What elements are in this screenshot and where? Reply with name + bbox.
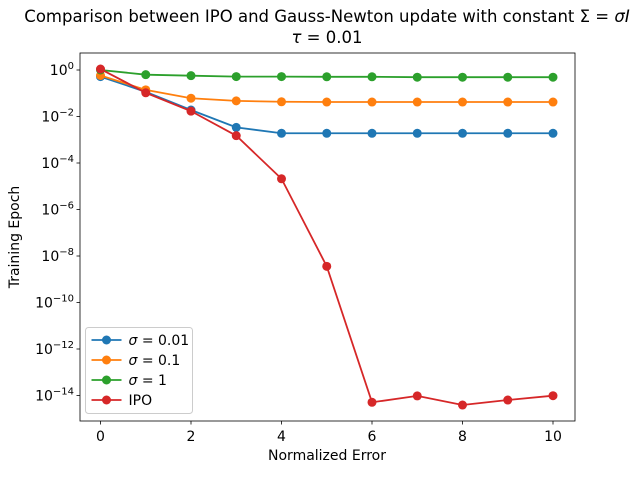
legend-marker (102, 355, 111, 365)
data-point (458, 97, 467, 107)
data-point (367, 72, 377, 82)
y-tick-label: 10−2 (41, 108, 74, 126)
y-tick-label: 10−12 (35, 340, 74, 358)
data-point (141, 70, 151, 80)
chart-title-line1: Comparison between IPO and Gauss-Newton … (24, 7, 630, 26)
data-point (186, 106, 196, 116)
legend-item-0: σ = 0.01 (91, 333, 190, 349)
data-point (412, 72, 422, 82)
y-tick-label: 10−6 (41, 201, 74, 219)
chart-title-line2: τ = 0.01 (292, 28, 363, 47)
chart-subtitle-tau: τ (292, 28, 302, 47)
data-point (277, 97, 286, 107)
chart-subtitle-value: = 0.01 (301, 28, 362, 47)
data-point (367, 128, 377, 138)
legend-label: IPO (129, 393, 153, 409)
data-point (231, 122, 241, 132)
x-tick-label: 8 (458, 429, 467, 445)
data-point (277, 72, 286, 82)
data-point (503, 128, 513, 138)
data-point (322, 261, 332, 271)
data-point (548, 391, 558, 401)
chart-title-math-italic: σI (614, 7, 629, 26)
data-point (458, 128, 467, 138)
chart-title-math: Σ = (580, 7, 615, 26)
data-point (186, 93, 196, 103)
data-point (277, 128, 286, 138)
data-point (96, 64, 105, 74)
data-point (503, 97, 513, 107)
data-point (322, 97, 332, 107)
legend-marker (102, 335, 111, 345)
data-point (367, 97, 377, 107)
y-tick-label: 10−10 (35, 294, 74, 312)
y-tick-label: 10−8 (41, 247, 74, 265)
y-tick-label: 10−4 (41, 154, 74, 172)
data-point (548, 97, 558, 107)
data-point (548, 72, 558, 82)
x-tick-label: 6 (368, 429, 377, 445)
data-point (141, 88, 151, 98)
y-tick-label: 10−14 (35, 387, 74, 405)
x-tick-label: 4 (277, 429, 286, 445)
legend-marker (102, 375, 111, 385)
data-point (322, 72, 332, 82)
data-point (412, 128, 422, 138)
legend-item-3: IPO (91, 393, 153, 409)
x-tick-label: 0 (96, 429, 105, 445)
data-point (503, 395, 513, 405)
data-point (458, 400, 467, 410)
y-tick-label: 100 (50, 61, 74, 79)
y-axis-label: Training Epoch (7, 186, 23, 290)
x-tick-label: 2 (187, 429, 196, 445)
data-point (458, 72, 467, 82)
data-point (367, 397, 377, 407)
legend-box (85, 327, 193, 414)
legend-item-1: σ = 0.1 (91, 353, 181, 369)
plot-generated-content: 100 10−2 10−4 10−6 10−8 10−10 10−12 10−14 0 2 4 6 8 1… (35, 52, 576, 445)
data-point (277, 174, 286, 184)
legend-label: σ = 0.1 (129, 353, 181, 369)
data-point (322, 128, 332, 138)
data-point (231, 96, 241, 106)
legend-label: σ = 0.01 (129, 333, 190, 349)
data-point (231, 72, 241, 82)
chart-title-text: Comparison between IPO and Gauss-Newton … (24, 7, 579, 26)
data-point (503, 72, 513, 82)
data-point (186, 71, 196, 81)
x-axis-label: Normalized Error (268, 448, 386, 464)
data-point (548, 128, 558, 138)
data-point (412, 97, 422, 107)
legend-marker (102, 395, 111, 405)
data-point (231, 131, 241, 141)
legend-label: σ = 1 (129, 373, 167, 389)
legend-item-2: σ = 1 (91, 373, 167, 389)
x-tick-label: 10 (544, 429, 562, 445)
data-point (412, 391, 422, 401)
